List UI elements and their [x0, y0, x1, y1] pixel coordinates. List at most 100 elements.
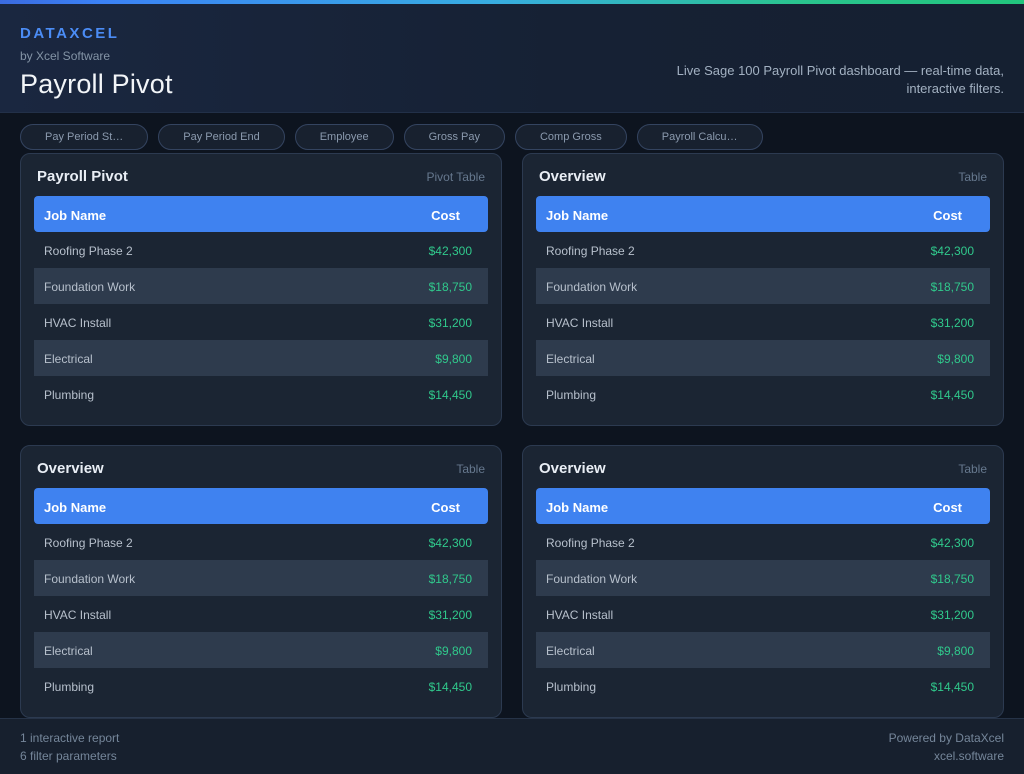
column-header-cost[interactable]: Cost	[431, 208, 460, 223]
job-name-cell: HVAC Install	[44, 608, 112, 622]
app-footer: 1 interactive report 6 filter parameters…	[0, 718, 1024, 774]
column-header-job-name[interactable]: Job Name	[44, 208, 107, 223]
page-title: Payroll Pivot	[20, 69, 173, 99]
table-row[interactable]: HVAC Install $31,200	[34, 596, 488, 632]
footer-branding: Powered by DataXcel xcel.software	[889, 729, 1004, 765]
table-row[interactable]: Roofing Phase 2 $42,300	[34, 232, 488, 268]
cost-cell: $14,450	[930, 388, 974, 402]
card-type-badge: Table	[456, 461, 485, 476]
cost-cell: $14,450	[930, 680, 974, 694]
filter-pill-payroll-calculation[interactable]: Payroll Calcu…	[636, 124, 763, 150]
card-type-badge: Table	[958, 461, 987, 476]
cost-cell: $42,300	[428, 536, 472, 550]
column-header-cost[interactable]: Cost	[933, 208, 962, 223]
filter-pill-pay-period-end[interactable]: Pay Period End	[158, 124, 285, 150]
footer-stats: 1 interactive report 6 filter parameters	[20, 729, 119, 765]
cost-cell: $31,200	[428, 316, 472, 330]
table-header-row[interactable]: Job Name Cost	[34, 488, 488, 524]
table-row[interactable]: Foundation Work $18,750	[536, 560, 990, 596]
job-name-cell: Electrical	[44, 352, 93, 366]
table-row[interactable]: Electrical $9,800	[536, 340, 990, 376]
card-header: Payroll Pivot Pivot Table	[34, 166, 488, 187]
cost-cell: $18,750	[930, 280, 974, 294]
filter-pill-employee[interactable]: Employee	[294, 124, 394, 150]
cost-cell: $18,750	[428, 572, 472, 586]
table-header-row[interactable]: Job Name Cost	[34, 196, 488, 232]
cost-cell: $9,800	[435, 644, 472, 658]
column-header-cost[interactable]: Cost	[431, 500, 460, 515]
table-row[interactable]: HVAC Install $31,200	[536, 304, 990, 340]
job-name-cell: HVAC Install	[546, 608, 614, 622]
table-row[interactable]: HVAC Install $31,200	[536, 596, 990, 632]
tagline-line-2: interactive filters.	[906, 81, 1004, 96]
tagline-line-1: Live Sage 100 Payroll Pivot dashboard — …	[676, 63, 1004, 78]
cost-cell: $9,800	[937, 644, 974, 658]
job-name-cell: Roofing Phase 2	[44, 536, 133, 550]
table-row[interactable]: Electrical $9,800	[34, 340, 488, 376]
cost-cell: $9,800	[435, 352, 472, 366]
table-row[interactable]: Roofing Phase 2 $42,300	[536, 524, 990, 560]
filter-pill-comp-gross[interactable]: Comp Gross	[514, 124, 627, 150]
report-grid: Payroll Pivot Pivot Table Job Name Cost …	[0, 153, 1024, 718]
footer-website: xcel.software	[933, 748, 1004, 763]
card-overview-bottom-left: Overview Table Job Name Cost Roofing Pha…	[20, 445, 502, 718]
cost-cell: $14,450	[428, 680, 472, 694]
job-name-cell: Plumbing	[44, 680, 95, 694]
table-header-row[interactable]: Job Name Cost	[536, 196, 990, 232]
job-name-cell: Electrical	[546, 352, 595, 366]
table-row[interactable]: Plumbing $14,450	[34, 668, 488, 704]
cost-cell: $18,750	[930, 572, 974, 586]
column-header-job-name[interactable]: Job Name	[546, 500, 609, 515]
brand-byline: by Xcel Software	[20, 49, 111, 63]
card-title: Overview	[37, 460, 104, 477]
brand-name: DATAXCEL	[20, 25, 120, 42]
card-header: Overview Table	[536, 166, 990, 187]
footer-filter-count: 6 filter parameters	[20, 748, 117, 763]
card-header: Overview Table	[34, 458, 488, 479]
table-row[interactable]: Plumbing $14,450	[536, 668, 990, 704]
job-name-cell: Electrical	[44, 644, 93, 658]
app-header: DATAXCEL by Xcel Software Payroll Pivot …	[0, 4, 1024, 113]
card-title: Overview	[539, 168, 606, 185]
table-row[interactable]: Electrical $9,800	[536, 632, 990, 668]
job-name-cell: Foundation Work	[546, 572, 638, 586]
job-name-cell: Plumbing	[546, 388, 597, 402]
table-row[interactable]: Foundation Work $18,750	[34, 268, 488, 304]
cost-cell: $31,200	[428, 608, 472, 622]
footer-powered-by: Powered by DataXcel	[888, 730, 1004, 745]
job-name-cell: Roofing Phase 2	[44, 244, 133, 258]
table-row[interactable]: Foundation Work $18,750	[34, 560, 488, 596]
card-type-badge: Table	[958, 169, 987, 184]
table-row[interactable]: Electrical $9,800	[34, 632, 488, 668]
card-header: Overview Table	[536, 458, 990, 479]
job-name-cell: Roofing Phase 2	[546, 536, 635, 550]
table-header-row[interactable]: Job Name Cost	[536, 488, 990, 524]
table-row[interactable]: Plumbing $14,450	[34, 376, 488, 412]
cost-cell: $42,300	[428, 244, 472, 258]
job-name-cell: Plumbing	[44, 388, 95, 402]
cost-cell: $18,750	[428, 280, 472, 294]
column-header-cost[interactable]: Cost	[933, 500, 962, 515]
job-name-cell: Foundation Work	[546, 280, 638, 294]
card-overview-top-right: Overview Table Job Name Cost Roofing Pha…	[522, 153, 1004, 426]
filter-pill-pay-period-start[interactable]: Pay Period St…	[20, 124, 149, 150]
cost-cell: $31,200	[930, 608, 974, 622]
card-overview-bottom-right: Overview Table Job Name Cost Roofing Pha…	[522, 445, 1004, 718]
column-header-job-name[interactable]: Job Name	[546, 208, 609, 223]
table-row[interactable]: HVAC Install $31,200	[34, 304, 488, 340]
table-row[interactable]: Roofing Phase 2 $42,300	[536, 232, 990, 268]
accent-gradient-bar	[0, 0, 1024, 4]
cost-cell: $9,800	[937, 352, 974, 366]
job-name-cell: Roofing Phase 2	[546, 244, 635, 258]
dashboard-tagline: Live Sage 100 Payroll Pivot dashboard — …	[677, 62, 1004, 98]
table-row[interactable]: Foundation Work $18,750	[536, 268, 990, 304]
filter-pill-gross-pay[interactable]: Gross Pay	[403, 124, 505, 150]
card-type-badge: Pivot Table	[426, 169, 485, 184]
cost-cell: $42,300	[930, 536, 974, 550]
job-name-cell: Foundation Work	[44, 280, 136, 294]
table-row[interactable]: Plumbing $14,450	[536, 376, 990, 412]
table-row[interactable]: Roofing Phase 2 $42,300	[34, 524, 488, 560]
cost-cell: $42,300	[930, 244, 974, 258]
card-payroll-pivot: Payroll Pivot Pivot Table Job Name Cost …	[20, 153, 502, 426]
column-header-job-name[interactable]: Job Name	[44, 500, 107, 515]
